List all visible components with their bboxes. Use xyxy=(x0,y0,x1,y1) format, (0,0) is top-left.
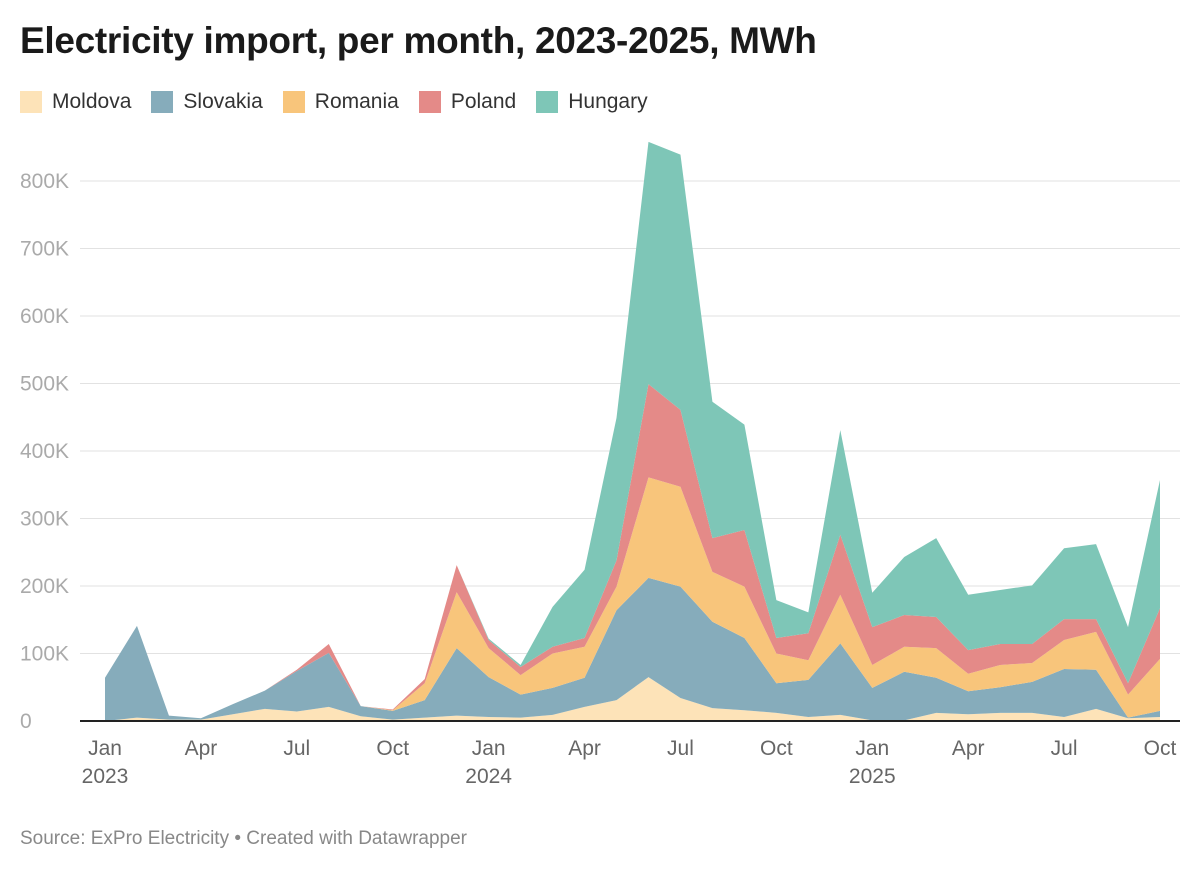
legend-label: Romania xyxy=(314,90,399,113)
y-tick-label: 100K xyxy=(20,643,69,666)
legend-item-romania: Romania xyxy=(282,90,399,114)
x-tick-label: Jul xyxy=(1051,737,1078,760)
area-slovakia xyxy=(105,577,1160,721)
x-tick-year: 2024 xyxy=(465,765,512,788)
x-tick-label: Apr xyxy=(185,737,218,760)
x-tick-label: Oct xyxy=(1144,737,1177,760)
x-tick-label: Oct xyxy=(760,737,793,760)
area-poland xyxy=(105,384,1160,719)
y-tick-label: 500K xyxy=(20,373,69,396)
legend-label: Moldova xyxy=(52,90,132,113)
legend-label: Poland xyxy=(450,90,517,113)
y-tick-label: 400K xyxy=(20,440,69,463)
y-tick-label: 200K xyxy=(20,575,69,598)
legend-swatch xyxy=(151,91,174,113)
x-tick-label: Apr xyxy=(952,737,985,760)
y-tick-label: 800K xyxy=(20,170,69,193)
legend-item-moldova: Moldova xyxy=(20,90,131,114)
legend-swatch xyxy=(282,91,305,113)
legend-swatch xyxy=(20,91,42,113)
legend-label: Slovakia xyxy=(183,90,263,113)
x-tick-year: 2025 xyxy=(849,765,896,788)
x-tick-label: Jan xyxy=(855,737,889,760)
x-tick-year: 2023 xyxy=(82,765,129,788)
legend-item-hungary: Hungary xyxy=(536,90,648,114)
legend-swatch xyxy=(418,91,441,113)
legend: Moldova Slovakia Romania Poland Hungary xyxy=(20,90,648,114)
legend-item-poland: Poland xyxy=(418,90,517,114)
x-tick-label: Apr xyxy=(568,737,601,760)
area-romania xyxy=(105,477,1160,719)
x-tick-label: Jan xyxy=(88,737,122,760)
legend-item-slovakia: Slovakia xyxy=(151,90,263,114)
area-hungary xyxy=(105,141,1160,719)
area-moldova xyxy=(105,677,1160,721)
y-tick-label: 300K xyxy=(20,508,69,531)
legend-label: Hungary xyxy=(568,90,648,113)
x-tick-label: Jan xyxy=(472,737,506,760)
source-note: Source: ExPro Electricity • Created with… xyxy=(20,828,467,849)
x-tick-label: Jul xyxy=(667,737,694,760)
y-tick-label: 0 xyxy=(20,710,32,733)
x-tick-label: Oct xyxy=(376,737,409,760)
x-tick-label: Jul xyxy=(283,737,310,760)
y-tick-label: 600K xyxy=(20,305,69,328)
chart-title: Electricity import, per month, 2023-2025… xyxy=(20,20,817,61)
legend-swatch xyxy=(536,91,559,113)
y-tick-label: 700K xyxy=(20,238,69,261)
